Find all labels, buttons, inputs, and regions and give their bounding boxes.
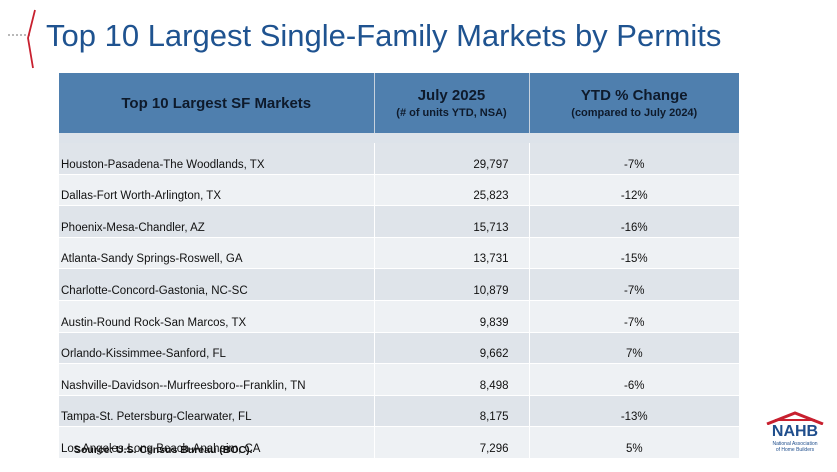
table-row: Austin-Round Rock-San Marcos, TX 9,839 -7% bbox=[59, 300, 739, 333]
change-cell: -7% bbox=[528, 300, 739, 333]
logo-wordmark: NAHB bbox=[771, 423, 819, 440]
nahb-logo: NAHB National Association of Home Builde… bbox=[761, 411, 829, 461]
header-units: July 2025 (# of units YTD, NSA) bbox=[374, 73, 530, 133]
change-cell: -15% bbox=[528, 237, 739, 270]
table-header-row: Top 10 Largest SF Markets July 2025 (# o… bbox=[59, 73, 739, 133]
change-cell: -16% bbox=[528, 205, 739, 238]
change-cell: -6% bbox=[528, 363, 739, 396]
header-market: Top 10 Largest SF Markets bbox=[59, 73, 375, 133]
market-cell: Tampa-St. Petersburg-Clearwater, FL bbox=[59, 395, 374, 428]
title-bracket-icon bbox=[27, 9, 36, 69]
header-change-label: YTD % Change bbox=[580, 87, 688, 104]
logo-subtitle-line2: of Home Builders bbox=[775, 447, 815, 453]
table-row: Dallas-Fort Worth-Arlington, TX 25,823 -12… bbox=[59, 174, 739, 207]
header-units-sublabel: (# of units YTD, NSA) bbox=[396, 107, 507, 119]
source-note: Source: U.S. Census Bureau (BOC). bbox=[74, 444, 253, 456]
units-cell: 8,175 bbox=[373, 395, 529, 428]
market-cell: Charlotte-Concord-Gastonia, NC-SC bbox=[59, 268, 374, 301]
market-cell: Atlanta-Sandy Springs-Roswell, GA bbox=[59, 237, 374, 270]
market-cell: Phoenix-Mesa-Chandler, AZ bbox=[59, 205, 374, 238]
table-row: Los Angeles-Long Beach-Anaheim, CA 7,296 5… bbox=[59, 426, 739, 459]
change-cell: -7% bbox=[528, 268, 739, 301]
units-cell: 9,662 bbox=[373, 332, 529, 365]
header-change-sublabel: (compared to July 2024) bbox=[571, 107, 698, 119]
header-market-label: Top 10 Largest SF Markets bbox=[121, 94, 312, 112]
units-cell: 8,498 bbox=[373, 363, 529, 396]
table-row: Houston-Pasadena-The Woodlands, TX 29,797… bbox=[59, 143, 739, 175]
table-row: Atlanta-Sandy Springs-Roswell, GA 13,731-… bbox=[59, 237, 739, 270]
units-cell: 9,839 bbox=[373, 300, 529, 333]
market-cell: Austin-Round Rock-San Marcos, TX bbox=[59, 300, 374, 333]
units-cell: 10,879 bbox=[373, 268, 529, 301]
units-cell: 15,713 bbox=[373, 205, 529, 238]
market-cell: Houston-Pasadena-The Woodlands, TX bbox=[59, 143, 374, 175]
units-cell: 7,296 bbox=[373, 426, 529, 459]
table-row: Charlotte-Concord-Gastonia, NC-SC 10,879-… bbox=[59, 268, 739, 301]
market-cell: Orlando-Kissimmee-Sanford, FL bbox=[59, 332, 374, 365]
markets-table: Top 10 Largest SF Markets July 2025 (# o… bbox=[59, 73, 739, 459]
change-cell: 7% bbox=[528, 332, 739, 365]
units-cell: 13,731 bbox=[373, 237, 529, 270]
change-cell: -13% bbox=[528, 395, 739, 428]
market-cell: Los Angeles-Long Beach-Anaheim, CA bbox=[59, 426, 374, 459]
table-row: Tampa-St. Petersburg-Clearwater, FL 8,175… bbox=[59, 395, 739, 428]
change-cell: 5% bbox=[528, 426, 739, 459]
header-units-label: July 2025 bbox=[417, 87, 486, 104]
table-spacer bbox=[59, 133, 739, 143]
table-row: Nashville-Davidson--Murfreesboro--Frankl… bbox=[59, 363, 739, 396]
units-cell: 29,797 bbox=[373, 143, 529, 175]
table-row: Phoenix-Mesa-Chandler, AZ 15,713 -16% bbox=[59, 205, 739, 238]
units-cell: 25,823 bbox=[373, 174, 529, 207]
change-cell: -12% bbox=[528, 174, 739, 207]
logo-subtitle-line1: National Association bbox=[772, 441, 818, 447]
house-roof-icon bbox=[766, 411, 824, 425]
market-cell: Nashville-Davidson--Murfreesboro--Frankl… bbox=[59, 363, 374, 396]
header-change: YTD % Change (compared to July 2024) bbox=[529, 73, 739, 133]
title-dotted-line bbox=[8, 34, 30, 36]
table-row: Orlando-Kissimmee-Sanford, FL 9,662 7% bbox=[59, 332, 739, 365]
page-title: Top 10 Largest Single-Family Markets by … bbox=[46, 18, 722, 53]
market-cell: Dallas-Fort Worth-Arlington, TX bbox=[59, 174, 374, 207]
logo-subtitle: National Association of Home Builders bbox=[761, 441, 829, 453]
change-cell: -7% bbox=[528, 143, 739, 175]
